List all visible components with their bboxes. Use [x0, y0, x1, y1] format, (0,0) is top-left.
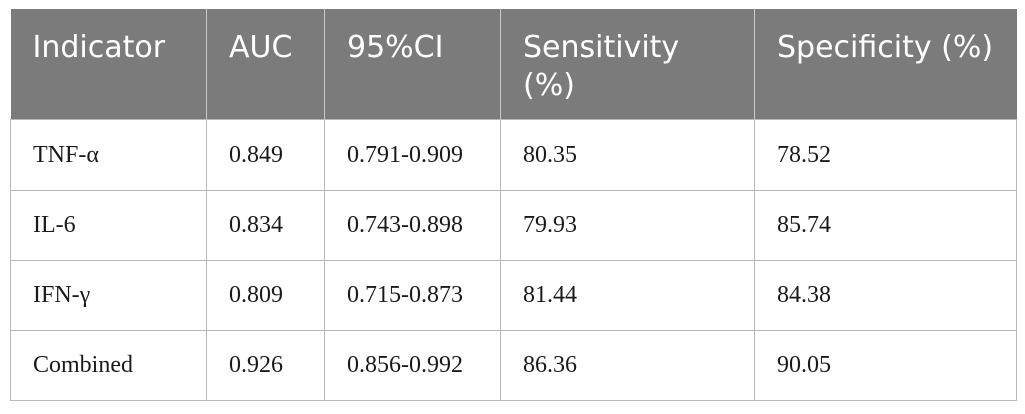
table-row: TNF-α 0.849 0.791-0.909 80.35 78.52 [10, 119, 1017, 191]
header-indicator: Indicator [10, 9, 207, 120]
cell-specificity: 90.05 [754, 330, 1017, 401]
table-row: Combined 0.926 0.856-0.992 86.36 90.05 [10, 330, 1017, 401]
header-sensitivity: Sensitivity (%) [500, 9, 755, 120]
cell-auc: 0.849 [206, 119, 325, 191]
roc-table-container: Indicator AUC 95%CI Sensitivity (%) Spec… [10, 9, 1017, 401]
cell-specificity: 85.74 [754, 190, 1017, 261]
header-95ci: 95%CI [324, 9, 501, 120]
cell-sensitivity: 81.44 [500, 260, 755, 331]
cell-auc: 0.809 [206, 260, 325, 331]
cell-ci: 0.715-0.873 [324, 260, 501, 331]
table-header: Indicator AUC 95%CI Sensitivity (%) Spec… [10, 9, 1017, 120]
cell-ci: 0.791-0.909 [324, 119, 501, 191]
cell-specificity: 84.38 [754, 260, 1017, 331]
cell-indicator: IFN-γ [10, 260, 207, 331]
cell-ci: 0.743-0.898 [324, 190, 501, 261]
cell-ci: 0.856-0.992 [324, 330, 501, 401]
cell-auc: 0.926 [206, 330, 325, 401]
header-row: Indicator AUC 95%CI Sensitivity (%) Spec… [10, 9, 1017, 120]
table-row: IFN-γ 0.809 0.715-0.873 81.44 84.38 [10, 260, 1017, 331]
cell-indicator: Combined [10, 330, 207, 401]
table-row: IL-6 0.834 0.743-0.898 79.93 85.74 [10, 190, 1017, 261]
cell-indicator: IL-6 [10, 190, 207, 261]
cell-sensitivity: 86.36 [500, 330, 755, 401]
table-body: TNF-α 0.849 0.791-0.909 80.35 78.52 IL-6… [10, 119, 1017, 401]
cell-sensitivity: 79.93 [500, 190, 755, 261]
cell-sensitivity: 80.35 [500, 119, 755, 191]
cell-specificity: 78.52 [754, 119, 1017, 191]
cell-auc: 0.834 [206, 190, 325, 261]
cell-indicator: TNF-α [10, 119, 207, 191]
header-auc: AUC [206, 9, 325, 120]
header-specificity: Specificity (%) [754, 9, 1017, 120]
roc-results-table: Indicator AUC 95%CI Sensitivity (%) Spec… [10, 9, 1017, 401]
